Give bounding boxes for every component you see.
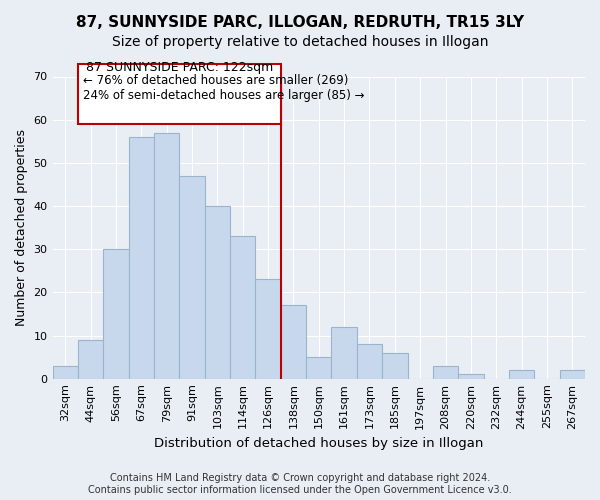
Bar — [53, 366, 78, 378]
Bar — [433, 366, 458, 378]
Bar — [560, 370, 585, 378]
Bar — [458, 374, 484, 378]
Text: 87, SUNNYSIDE PARC, ILLOGAN, REDRUTH, TR15 3LY: 87, SUNNYSIDE PARC, ILLOGAN, REDRUTH, TR… — [76, 15, 524, 30]
Bar — [281, 306, 306, 378]
Text: ← 76% of detached houses are smaller (269): ← 76% of detached houses are smaller (26… — [83, 74, 349, 88]
Bar — [154, 132, 179, 378]
FancyBboxPatch shape — [78, 64, 281, 124]
Bar — [382, 353, 407, 378]
Bar — [205, 206, 230, 378]
Bar — [78, 340, 103, 378]
Text: 24% of semi-detached houses are larger (85) →: 24% of semi-detached houses are larger (… — [83, 90, 364, 102]
Bar — [230, 236, 256, 378]
Bar — [306, 357, 331, 378]
Bar — [331, 327, 357, 378]
Text: Size of property relative to detached houses in Illogan: Size of property relative to detached ho… — [112, 35, 488, 49]
Bar — [509, 370, 534, 378]
Bar — [256, 280, 281, 378]
Text: 87 SUNNYSIDE PARC: 122sqm: 87 SUNNYSIDE PARC: 122sqm — [86, 62, 273, 74]
Y-axis label: Number of detached properties: Number of detached properties — [15, 129, 28, 326]
Bar — [357, 344, 382, 378]
Bar — [103, 249, 128, 378]
Bar — [179, 176, 205, 378]
Text: Contains HM Land Registry data © Crown copyright and database right 2024.
Contai: Contains HM Land Registry data © Crown c… — [88, 474, 512, 495]
X-axis label: Distribution of detached houses by size in Illogan: Distribution of detached houses by size … — [154, 437, 484, 450]
Bar — [128, 137, 154, 378]
